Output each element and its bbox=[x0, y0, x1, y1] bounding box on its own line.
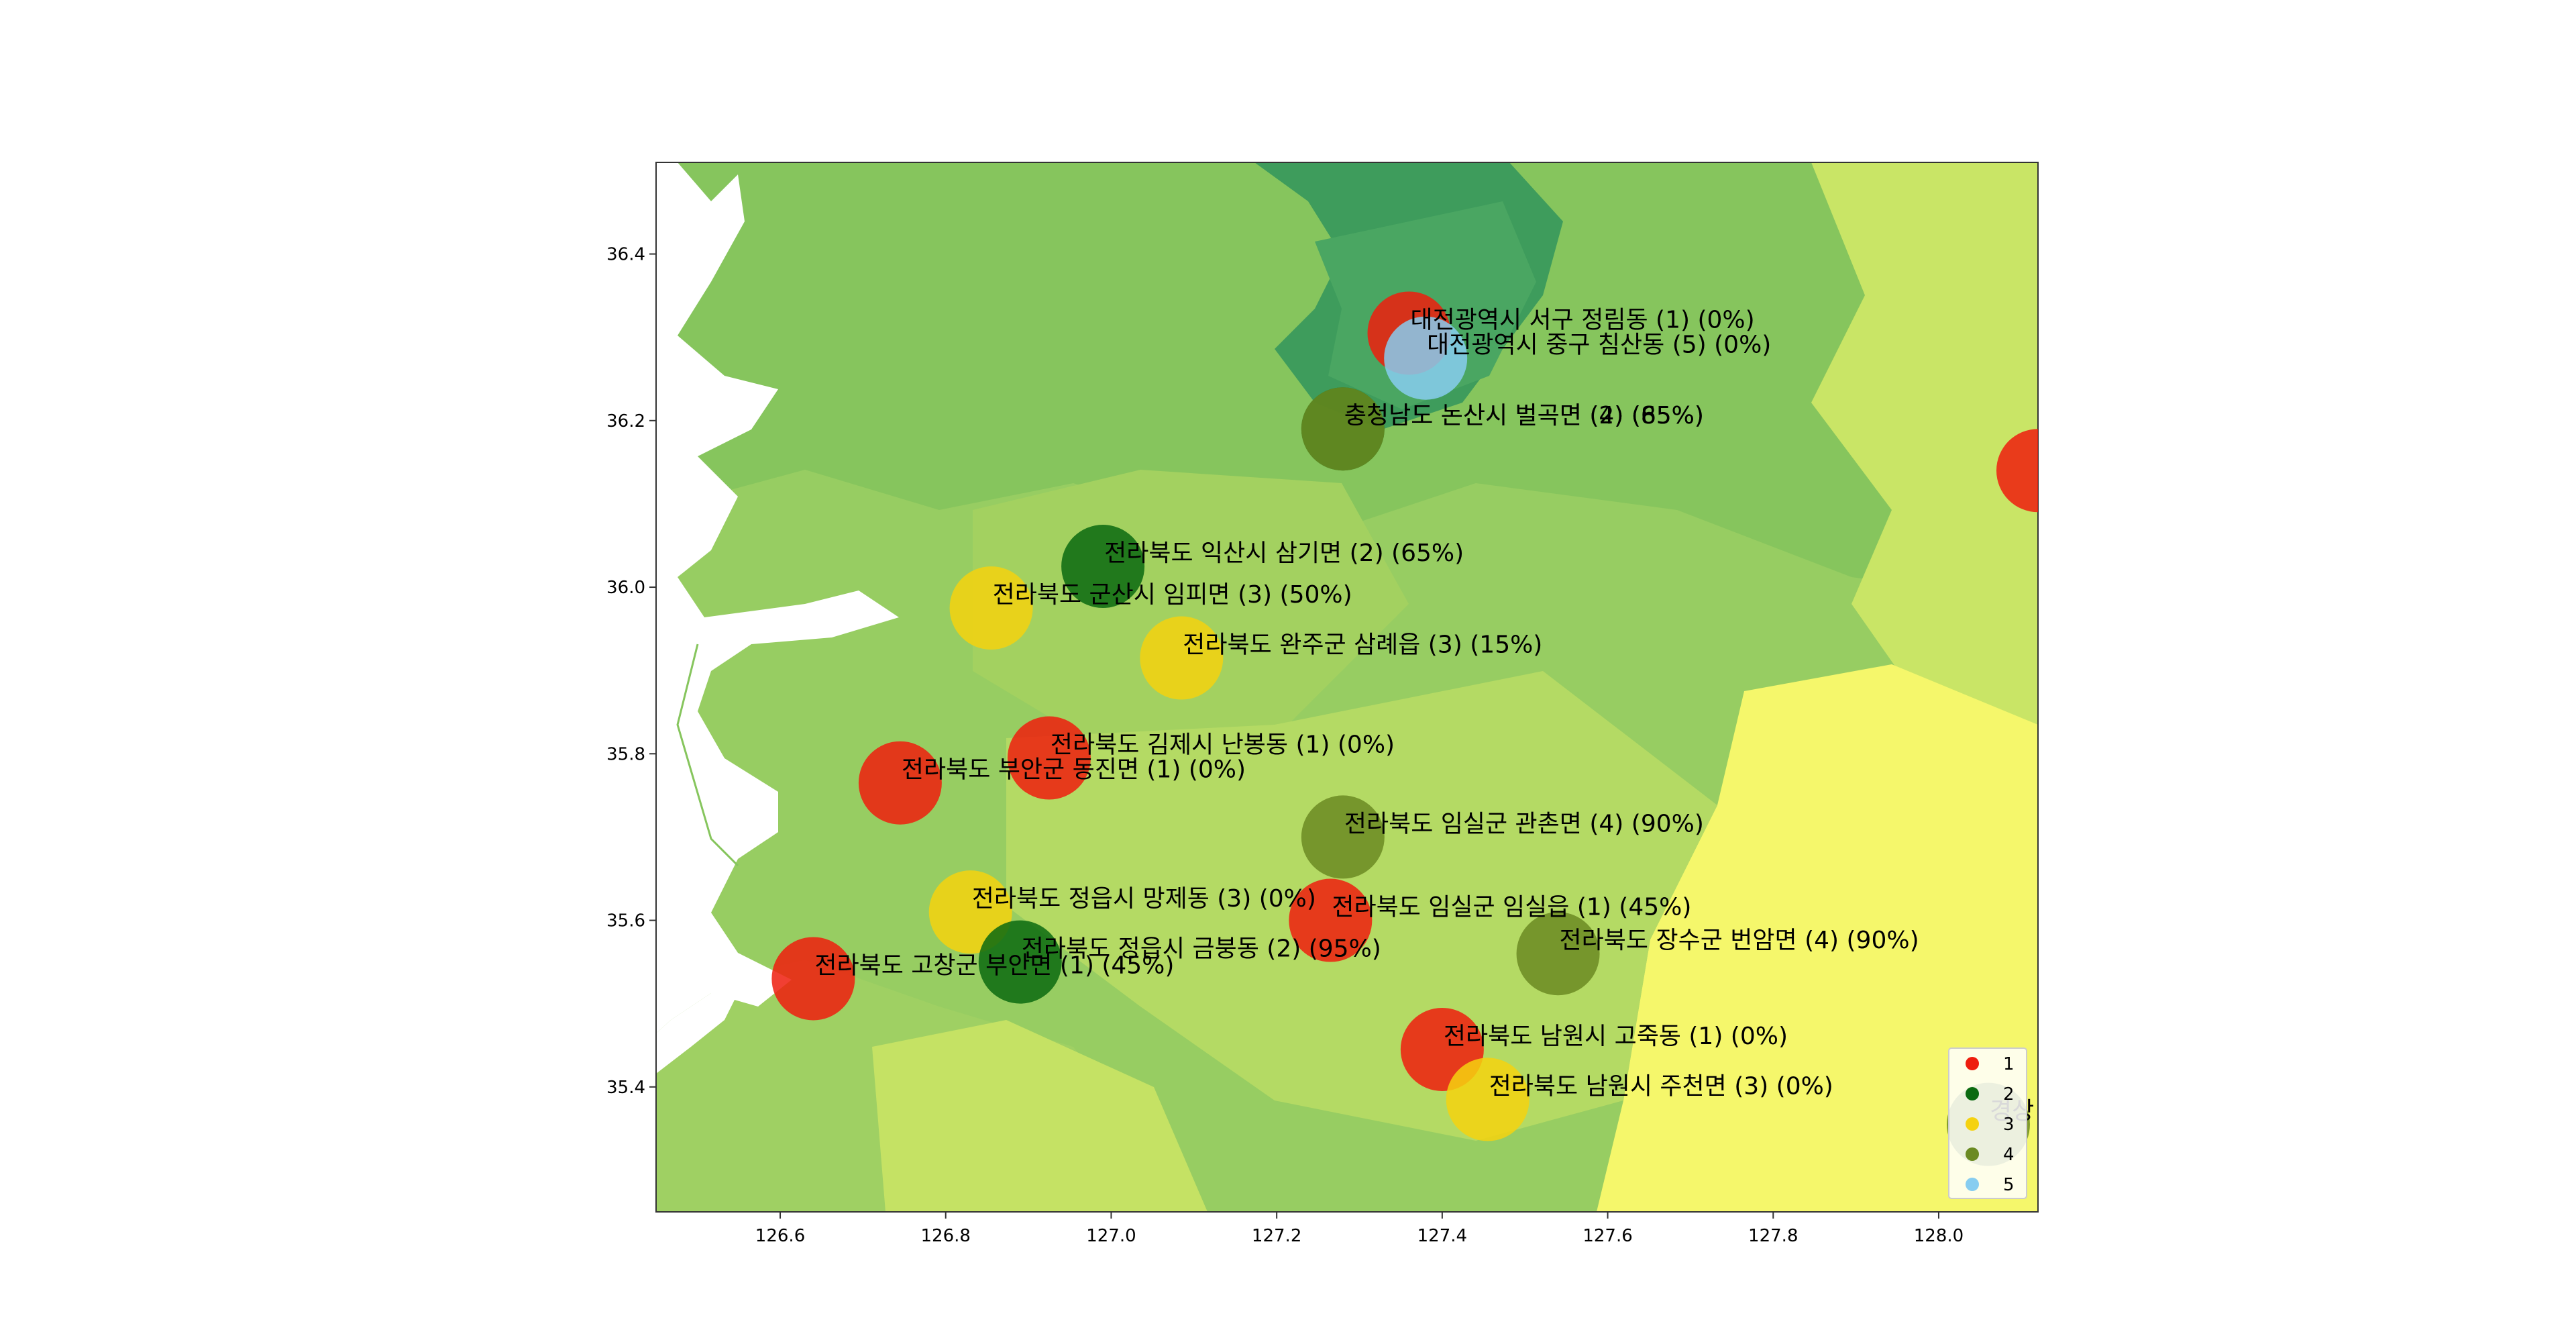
legend-marker bbox=[1966, 1087, 1979, 1100]
map-point-group-4 bbox=[1301, 387, 1385, 471]
point-label: 전라북도 정읍시 망제동 (3) (0%) bbox=[972, 885, 1316, 913]
point-label: 전라북도 남원시 고죽동 (1) (0%) bbox=[1444, 1023, 1788, 1050]
point-label: 전라북도 임실군 임실읍 (1) (45%) bbox=[1332, 894, 1691, 921]
legend-label: 5 bbox=[2003, 1175, 2015, 1195]
x-tick-label: 127.4 bbox=[1417, 1226, 1467, 1246]
point-label: 충청남도 논산시 벌곡면 (2) (65%) bbox=[1344, 402, 1704, 429]
legend-label: 1 bbox=[2003, 1054, 2015, 1074]
map-point-group-3 bbox=[1446, 1058, 1529, 1141]
legend-marker bbox=[1966, 1178, 1979, 1191]
x-axis: 126.6 126.8 127.0 127.2 127.4 127.6 127.8 128.0 bbox=[755, 1212, 1964, 1246]
x-tick-label: 128.0 bbox=[1914, 1226, 1964, 1246]
point-label: 전라북도 고창군 부안면 (1) (45%) bbox=[814, 952, 1174, 979]
point-label: 전라북도 장수군 번암면 (4) (90%) bbox=[1560, 927, 1919, 954]
point-label: 전라북도 부안군 동진면 (1) (0%) bbox=[902, 756, 1246, 784]
y-tick-label: 35.6 bbox=[606, 911, 645, 931]
legend-marker bbox=[1966, 1057, 1979, 1070]
point-label: 전라북도 완주군 삼례읍 (3) (15%) bbox=[1183, 631, 1542, 659]
map-point-group-4 bbox=[1516, 912, 1600, 996]
point-label: 대전광역시 서구 정림동 (1) (0%) bbox=[1411, 306, 1755, 334]
choropleth-map bbox=[656, 162, 2038, 1212]
point-label: 전라북도 임실군 관촌면 (4) (90%) bbox=[1344, 810, 1704, 837]
y-tick-label: 36.4 bbox=[606, 245, 645, 265]
x-tick-label: 126.8 bbox=[921, 1226, 971, 1246]
map-point-group-4 bbox=[1301, 795, 1385, 879]
plot-frame bbox=[655, 162, 2039, 1213]
map-point-group-3 bbox=[949, 566, 1033, 650]
y-tick-label: 35.8 bbox=[606, 744, 645, 764]
point-label: 전라북도 김제시 난봉동 (1) (0%) bbox=[1051, 731, 1395, 759]
legend-marker bbox=[1966, 1117, 1979, 1131]
point-label: 충청남도 논산시 벌곡면 (4) (85%) bbox=[1344, 402, 1704, 429]
legend-label: 2 bbox=[2003, 1084, 2015, 1105]
point-label: 대전광역시 중구 침산동 (5) (0%) bbox=[1427, 331, 1771, 359]
map-point-group-1 bbox=[858, 741, 942, 825]
legend-label: 3 bbox=[2003, 1115, 2015, 1135]
point-label: 전라북도 정읍시 금붕동 (2) (95%) bbox=[1022, 935, 1381, 963]
map-point-group-2 bbox=[1061, 525, 1145, 609]
point-label: 전라북도 남원시 주천면 (3) (0%) bbox=[1489, 1072, 1833, 1100]
legend-marker bbox=[1966, 1147, 1979, 1161]
x-tick-label: 126.6 bbox=[755, 1226, 805, 1246]
x-tick-label: 127.8 bbox=[1748, 1226, 1798, 1246]
y-tick-label: 36.0 bbox=[606, 578, 645, 598]
map-point-group-3 bbox=[1140, 616, 1224, 700]
legend-label: 4 bbox=[2003, 1145, 2015, 1165]
y-axis: 35.4 35.6 35.8 36.0 36.2 36.4 bbox=[606, 245, 656, 1098]
point-label: 전라북도 익산시 삼기면 (2) (65%) bbox=[1104, 540, 1464, 567]
y-tick-label: 35.4 bbox=[606, 1078, 645, 1098]
labels-layer: 대전광역시 서구 정림동 (1) (0%)대전광역시 중구 침산동 (5) (0… bbox=[814, 306, 2034, 1125]
x-tick-label: 127.6 bbox=[1582, 1226, 1632, 1246]
map-point-group-1 bbox=[1996, 429, 2038, 513]
x-tick-label: 127.0 bbox=[1086, 1226, 1136, 1246]
legend-box bbox=[1948, 1047, 2027, 1199]
point-label: 전라북도 군산시 임피면 (3) (50%) bbox=[993, 581, 1352, 609]
map-point-group-1 bbox=[771, 937, 855, 1021]
map-point-group-1 bbox=[1289, 878, 1373, 962]
map-point-group-2 bbox=[978, 920, 1062, 1004]
legend: 1 2 3 4 5 bbox=[1948, 1047, 2027, 1199]
map-point-group-5 bbox=[1384, 316, 1468, 400]
map-point-group-1 bbox=[1007, 716, 1091, 800]
points-layer bbox=[771, 291, 2038, 1166]
x-tick-label: 127.2 bbox=[1252, 1226, 1301, 1246]
y-tick-label: 36.2 bbox=[606, 411, 645, 431]
